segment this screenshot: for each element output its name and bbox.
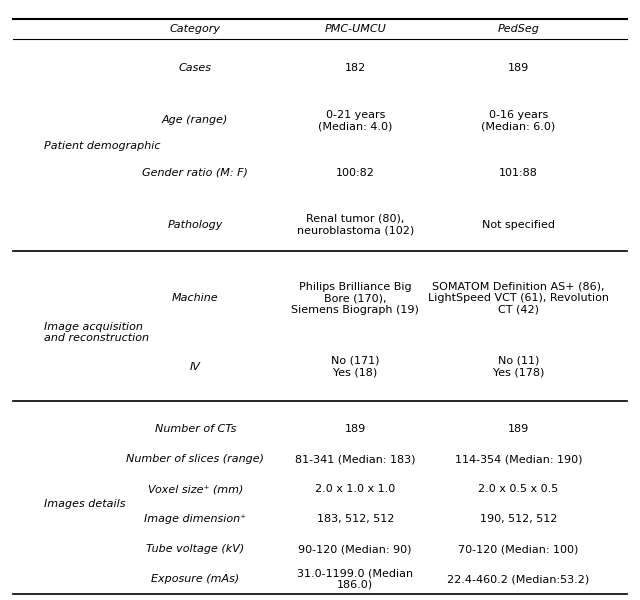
Text: 189: 189 bbox=[508, 63, 529, 73]
Text: Cases: Cases bbox=[179, 63, 212, 73]
Text: Pathology: Pathology bbox=[168, 220, 223, 230]
Text: Patient demographic: Patient demographic bbox=[44, 142, 160, 151]
Text: 90-120 (Median: 90): 90-120 (Median: 90) bbox=[298, 544, 412, 554]
Text: 81-341 (Median: 183): 81-341 (Median: 183) bbox=[295, 454, 415, 464]
Text: Exposure (mAs): Exposure (mAs) bbox=[151, 574, 239, 584]
Text: No (171)
Yes (18): No (171) Yes (18) bbox=[331, 356, 380, 377]
Text: IV: IV bbox=[190, 362, 200, 371]
Text: 189: 189 bbox=[344, 424, 366, 434]
Text: No (11)
Yes (178): No (11) Yes (178) bbox=[493, 356, 544, 377]
Text: SOMATOM Definition AS+ (86),
LightSpeed VCT (61), Revolution
CT (42): SOMATOM Definition AS+ (86), LightSpeed … bbox=[428, 281, 609, 315]
Text: 2.0 x 1.0 x 1.0: 2.0 x 1.0 x 1.0 bbox=[315, 484, 396, 494]
Text: 190, 512, 512: 190, 512, 512 bbox=[480, 514, 557, 524]
Text: PMC-UMCU: PMC-UMCU bbox=[324, 24, 386, 34]
Text: 189: 189 bbox=[508, 424, 529, 434]
Text: 100:82: 100:82 bbox=[336, 167, 374, 178]
Text: Number of CTs: Number of CTs bbox=[154, 424, 236, 434]
Text: 183, 512, 512: 183, 512, 512 bbox=[317, 514, 394, 524]
Text: 101:88: 101:88 bbox=[499, 167, 538, 178]
Text: 31.0-1199.0 (Median
186.0): 31.0-1199.0 (Median 186.0) bbox=[297, 568, 413, 590]
Text: Image dimension⁺: Image dimension⁺ bbox=[144, 514, 246, 524]
Text: 114-354 (Median: 190): 114-354 (Median: 190) bbox=[454, 454, 582, 464]
Text: Tube voltage (kV): Tube voltage (kV) bbox=[146, 544, 244, 554]
Text: 182: 182 bbox=[344, 63, 366, 73]
Text: Not specified: Not specified bbox=[482, 220, 555, 230]
Text: 0-21 years
(Median: 4.0): 0-21 years (Median: 4.0) bbox=[318, 109, 392, 131]
Text: PedSeg: PedSeg bbox=[497, 24, 540, 34]
Text: 70-120 (Median: 100): 70-120 (Median: 100) bbox=[458, 544, 579, 554]
Text: Renal tumor (80),
neuroblastoma (102): Renal tumor (80), neuroblastoma (102) bbox=[296, 214, 414, 236]
Text: Machine: Machine bbox=[172, 293, 218, 303]
Text: Age (range): Age (range) bbox=[162, 115, 228, 125]
Text: Philips Brilliance Big
Bore (170),
Siemens Biograph (19): Philips Brilliance Big Bore (170), Sieme… bbox=[291, 281, 419, 315]
Text: 0-16 years
(Median: 6.0): 0-16 years (Median: 6.0) bbox=[481, 109, 556, 131]
Text: Category: Category bbox=[170, 24, 221, 34]
Text: 2.0 x 0.5 x 0.5: 2.0 x 0.5 x 0.5 bbox=[478, 484, 559, 494]
Text: Images details: Images details bbox=[44, 499, 125, 509]
Text: Voxel size⁺ (mm): Voxel size⁺ (mm) bbox=[147, 484, 243, 494]
Text: Image acquisition
and reconstruction: Image acquisition and reconstruction bbox=[44, 322, 148, 343]
Text: Number of slices (range): Number of slices (range) bbox=[126, 454, 264, 464]
Text: 22.4-460.2 (Median:53.2): 22.4-460.2 (Median:53.2) bbox=[447, 574, 589, 584]
Text: Gender ratio (M: F): Gender ratio (M: F) bbox=[142, 167, 248, 178]
